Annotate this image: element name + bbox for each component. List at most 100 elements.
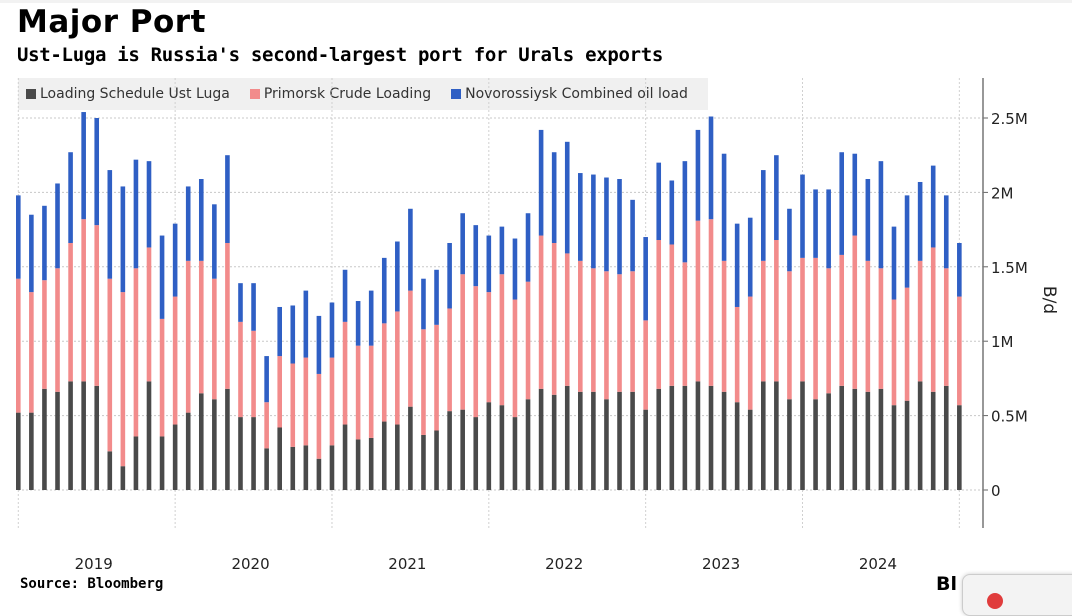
bar-segment-novorossiysk <box>787 208 792 272</box>
bar-segment-novorossiysk <box>917 181 923 261</box>
bar-segment-ust-luga <box>355 439 361 490</box>
bar-stack <box>55 183 60 490</box>
bar-segment-ust-luga <box>107 451 113 490</box>
bar-segment-primorsk <box>957 296 962 406</box>
bar-segment-novorossiysk <box>395 241 400 312</box>
bar-segment-primorsk <box>499 274 505 406</box>
bar-segment-ust-luga <box>865 391 871 490</box>
bar-segment-novorossiysk <box>800 174 805 258</box>
bloomberg-logo: Bl <box>936 573 957 595</box>
bar-segment-ust-luga <box>55 391 60 490</box>
bar-segment-primorsk <box>146 247 152 382</box>
bar-segment-primorsk <box>16 278 21 413</box>
bar-segment-ust-luga <box>146 381 152 490</box>
bar-stack <box>617 179 622 490</box>
overlay-popup[interactable] <box>962 574 1072 616</box>
bar-stack <box>159 235 165 490</box>
bar-segment-novorossiysk <box>146 161 152 248</box>
bar-segment-ust-luga <box>225 388 230 490</box>
bar-segment-primorsk <box>630 271 635 392</box>
bar-segment-novorossiysk <box>760 170 766 261</box>
bar-segment-primorsk <box>55 268 60 392</box>
bar-segment-ust-luga <box>695 381 701 490</box>
bar-segment-primorsk <box>656 240 662 389</box>
bar-segment-novorossiysk <box>212 204 217 279</box>
bar-segment-ust-luga <box>395 424 400 490</box>
bar-segment-novorossiysk <box>447 242 452 309</box>
bar-stack <box>29 214 34 490</box>
bar-segment-primorsk <box>42 280 47 389</box>
bar-stack <box>525 213 531 490</box>
bar-segment-novorossiysk <box>238 283 243 322</box>
bar-segment-ust-luga <box>303 445 309 490</box>
bar-segment-primorsk <box>682 262 688 386</box>
bar-segment-primorsk <box>447 308 452 412</box>
bar-stack <box>499 226 505 490</box>
bar-segment-novorossiysk <box>421 278 426 330</box>
bar-segment-primorsk <box>708 219 714 386</box>
bar-segment-novorossiysk <box>434 269 439 325</box>
bar-segment-novorossiysk <box>826 189 831 269</box>
bar-segment-primorsk <box>408 290 413 407</box>
bar-segment-primorsk <box>264 402 269 449</box>
bar-segment-novorossiysk <box>891 226 897 300</box>
y-axis-label: B/d <box>1039 286 1059 314</box>
bar-segment-novorossiysk <box>564 141 570 254</box>
bar-stack <box>957 242 962 490</box>
bar-segment-ust-luga <box>342 424 348 490</box>
bar-segment-novorossiysk <box>408 208 413 291</box>
bar-stack <box>212 204 217 490</box>
y-tick-label: 2M <box>991 184 1014 202</box>
bar-segment-novorossiysk <box>55 183 60 269</box>
bar-segment-novorossiysk <box>930 165 936 248</box>
bar-stack <box>303 290 309 490</box>
bar-segment-novorossiysk <box>473 225 479 287</box>
bar-segment-novorossiysk <box>865 179 871 261</box>
bar-stack <box>669 180 675 490</box>
bar-segment-novorossiysk <box>381 257 387 324</box>
bar-stack <box>643 237 648 490</box>
bar-segment-ust-luga <box>68 381 73 490</box>
bar-segment-primorsk <box>643 320 648 410</box>
bar-segment-ust-luga <box>760 381 766 490</box>
bar-stack <box>630 199 635 490</box>
bar-segment-novorossiysk <box>943 195 949 269</box>
bar-stack <box>342 269 348 490</box>
legend-item-novorossiysk: Novorossiysk Combined oil load <box>451 86 688 102</box>
bar-segment-novorossiysk <box>185 186 191 261</box>
bar-segment-ust-luga <box>16 412 21 490</box>
bar-segment-ust-luga <box>94 385 100 490</box>
bar-stack <box>865 179 871 490</box>
bar-stack <box>826 189 831 490</box>
bar-stack <box>747 217 753 490</box>
bar-stack <box>656 162 662 490</box>
bar-stack <box>682 161 688 490</box>
bar-segment-novorossiysk <box>290 305 296 364</box>
bar-segment-ust-luga <box>839 385 845 490</box>
bar-stack <box>486 235 492 490</box>
bar-stack <box>68 152 73 490</box>
bar-segment-novorossiysk <box>721 153 727 261</box>
bar-stack <box>107 170 113 490</box>
bar-stack <box>787 208 792 490</box>
bar-segment-ust-luga <box>721 391 727 490</box>
bar-segment-novorossiysk <box>852 153 858 236</box>
bar-segment-ust-luga <box>172 424 178 490</box>
source-note: Source: Bloomberg <box>20 576 164 592</box>
bar-segment-primorsk <box>721 260 727 392</box>
bar-segment-novorossiysk <box>342 269 348 322</box>
bar-segment-ust-luga <box>852 388 858 490</box>
bar-segment-primorsk <box>760 260 766 382</box>
bar-segment-novorossiysk <box>120 186 126 293</box>
y-tick-label: 1M <box>991 333 1014 351</box>
bar-stack <box>16 195 21 490</box>
bar-segment-novorossiysk <box>839 152 845 255</box>
x-tick-label: 2024 <box>859 555 897 573</box>
bar-segment-novorossiysk <box>669 180 675 245</box>
bar-segment-primorsk <box>159 318 165 437</box>
bar-segment-ust-luga <box>329 445 335 490</box>
bar-segment-primorsk <box>865 260 871 392</box>
bar-segment-primorsk <box>133 268 139 437</box>
bar-segment-primorsk <box>891 299 897 406</box>
y-tick-label: 2.5M <box>991 110 1028 128</box>
